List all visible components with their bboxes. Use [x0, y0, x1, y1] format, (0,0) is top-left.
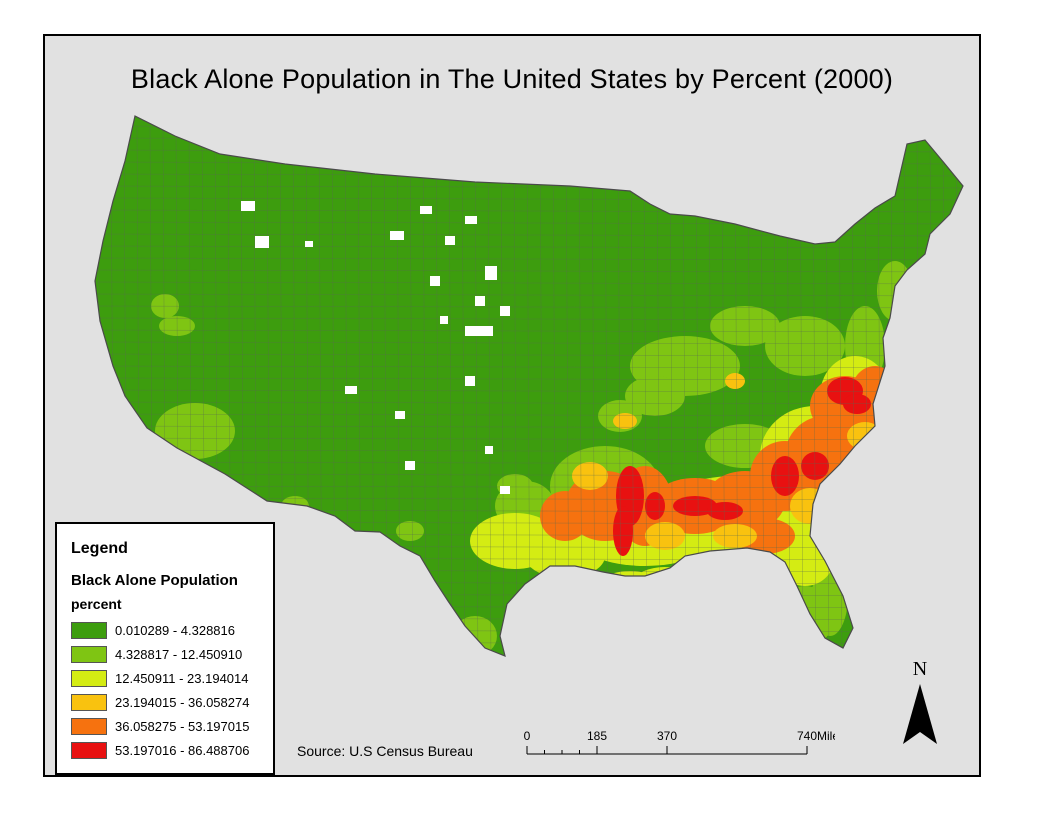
no-data-county	[475, 296, 485, 306]
legend-heading: Legend	[71, 540, 128, 557]
county-region	[645, 492, 665, 520]
legend-swatch	[71, 694, 107, 711]
scale-bar: 0 185 370 740 Miles	[524, 729, 835, 755]
legend-label: 0.010289 - 4.328816	[115, 623, 235, 638]
legend-swatch	[71, 670, 107, 687]
no-data-county	[405, 461, 415, 470]
no-data-county	[395, 411, 405, 419]
scale-tick-label: 740	[797, 729, 817, 743]
county-region	[673, 496, 717, 516]
legend-label: 53.197016 - 86.488706	[115, 743, 250, 758]
no-data-county	[241, 201, 255, 211]
county-region	[613, 506, 633, 556]
no-data-county	[390, 231, 404, 240]
legend-swatch	[71, 646, 107, 663]
county-region	[540, 491, 590, 541]
county-region	[613, 413, 637, 429]
no-data-county	[485, 266, 497, 280]
legend-label: 4.328817 - 12.450910	[115, 647, 243, 662]
no-data-county	[465, 326, 493, 336]
scale-tick-label: 0	[524, 729, 531, 743]
legend-swatch	[71, 622, 107, 639]
legend-label: 23.194015 - 36.058274	[115, 695, 250, 710]
north-arrow: N	[895, 658, 945, 748]
county-region	[725, 373, 745, 389]
no-data-county	[465, 376, 475, 386]
no-data-county	[485, 446, 493, 454]
county-region	[396, 521, 424, 541]
us-county-map	[94, 115, 964, 657]
no-data-county	[255, 236, 269, 248]
county-region	[625, 376, 685, 416]
county-region	[707, 502, 743, 520]
legend-panel: Legend Black Alone Population percent 0.…	[55, 522, 275, 775]
scale-tick-label: 185	[587, 729, 607, 743]
no-data-county	[305, 241, 313, 247]
no-data-county	[445, 236, 455, 245]
map-layout-frame: Black Alone Population in The United Sta…	[43, 34, 981, 777]
county-region	[710, 306, 780, 346]
scale-tick-label: 370	[657, 729, 677, 743]
county-region	[771, 456, 799, 496]
no-data-county	[440, 316, 448, 324]
county-region	[572, 462, 608, 490]
north-arrow-icon	[903, 684, 937, 744]
legend-field-name: percent	[71, 596, 122, 612]
scale-unit-label: Miles	[817, 729, 835, 743]
legend-layer-name: Black Alone Population	[71, 572, 238, 589]
legend-label: 36.058275 - 53.197015	[115, 719, 250, 734]
north-label: N	[912, 658, 928, 680]
source-credit: Source: U.S Census Bureau	[297, 743, 473, 759]
county-region	[765, 316, 845, 376]
no-data-county	[420, 206, 432, 214]
county-region	[843, 394, 871, 414]
no-data-county	[500, 486, 510, 494]
county-region	[790, 488, 830, 524]
no-data-county	[500, 306, 510, 316]
choropleth-regions	[151, 261, 913, 656]
county-region	[645, 522, 685, 550]
map-title: Black Alone Population in The United Sta…	[130, 64, 894, 94]
county-polygons	[94, 115, 964, 657]
no-data-county	[465, 216, 477, 224]
legend-swatch	[71, 718, 107, 735]
no-data-counties	[241, 201, 510, 494]
legend-swatch	[71, 742, 107, 759]
no-data-county	[345, 386, 357, 394]
legend-label: 12.450911 - 23.194014	[115, 671, 249, 686]
no-data-county	[430, 276, 440, 286]
county-region	[155, 403, 235, 459]
